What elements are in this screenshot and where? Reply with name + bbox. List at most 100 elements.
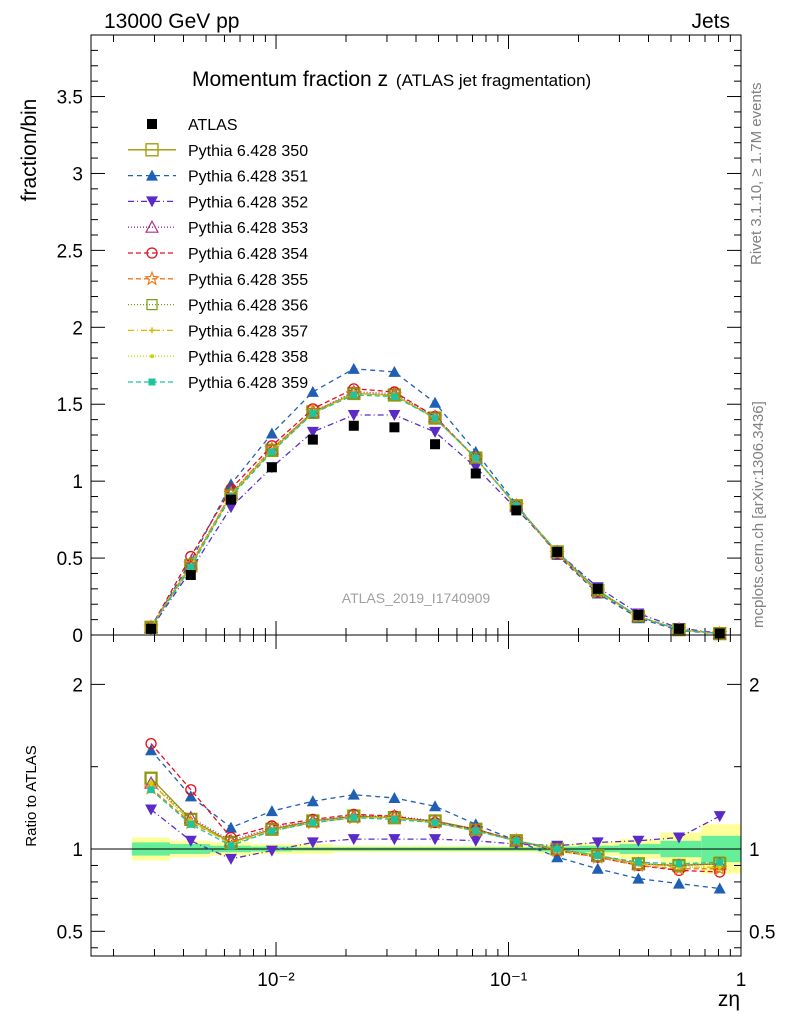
data-point [673,623,684,634]
data-point [306,385,319,397]
ratio-point [184,790,197,802]
ratio-point [591,837,604,849]
energy-label: 13000 GeV pp [104,10,239,33]
data-point [470,468,481,479]
data-point [225,494,236,505]
ratio-point [309,819,317,827]
x-tick-label: 10⁻² [257,970,295,991]
ratio-point [632,872,645,884]
data-point [633,610,644,620]
data-point [347,362,360,374]
data-point [307,434,318,445]
ratio-point [594,852,602,860]
legend-marker [150,354,154,359]
data-point [266,462,277,473]
legend-label: Pythia 6.428 352 [188,194,308,211]
main-axes: 0 0.5 1 1.5 2 2.5 3 3.5 [57,34,742,647]
data-point [390,393,398,401]
ratio-point [429,800,442,812]
ratio-point [268,827,276,835]
y-tick-label: 0.5 [57,922,83,943]
ratio-series-group [143,737,728,894]
legend-entry: Pythia 6.428 354 [128,246,308,263]
ratio-point [388,834,401,846]
legend-label: Pythia 6.428 353 [188,220,308,237]
data-point [265,443,279,458]
ratio-point [347,834,360,846]
legend-marker [146,169,158,181]
data-point [350,391,358,399]
data-point [347,410,360,421]
mcplots-label: mcplots.cern.ch [arXiv:1306.3436] [750,401,767,628]
ratio-point [472,827,480,835]
ratio-point [469,835,482,847]
data-point [429,412,441,424]
data-point [429,396,442,408]
ratio-point [224,853,237,865]
ratio-axes: 10⁻² 10⁻¹ 1 0.5 1 2 0.5 1 2 [57,634,775,991]
legend-entry: Pythia 6.428 357 [128,323,308,340]
watermark: ATLAS_2019_I1740909 [342,590,491,606]
main-title-sub: (ATLAS jet fragmentation) [396,71,591,90]
ratio-point [306,795,319,807]
data-point [306,426,319,438]
process-label: Jets [691,10,730,33]
y-tick-label: 2.5 [57,241,83,262]
y-tick-label: 1 [72,472,83,493]
y-tick-label-right: 1 [749,840,760,861]
ratio-point [388,791,401,803]
data-point [268,448,276,456]
main-title: Momentum fraction z (ATLAS jet fragmenta… [192,68,591,91]
ratio-point [551,843,563,855]
legend-label: Pythia 6.428 356 [188,298,308,315]
data-point [429,426,442,438]
ratio-point [553,845,561,853]
data-point [146,623,157,634]
y-tick-label: 3.5 [57,88,83,109]
ratio-point [713,811,726,823]
legend: ATLAS Pythia 6.428 350 Pythia 6.428 351 Pyt… [128,117,308,392]
ratio-point [591,862,604,874]
data-point [309,409,317,417]
rivet-label: Rivet 3.1.10, ≥ 1.7M events [748,83,765,266]
legend-entry: Pythia 6.428 359 [128,375,308,392]
data-point [224,502,237,514]
data-point [472,454,480,462]
y-tick-label: 2 [72,675,83,696]
y-tick-label: 0.5 [57,549,83,570]
ratio-point [224,821,237,833]
legend-entry: Pythia 6.428 350 [128,143,308,160]
data-point [307,407,319,420]
x-tick-label: 10⁻¹ [490,970,528,991]
ratio-point [306,837,319,849]
legend-label: Pythia 6.428 355 [188,272,308,289]
legend-entry: Pythia 6.428 352 [128,194,308,211]
ratio-line [150,749,720,890]
y-tick-label: 3 [72,164,83,185]
y-tick-label-right: 2 [749,675,760,696]
data-point [187,563,195,571]
data-point [469,462,482,474]
ratio-point [185,784,197,796]
y-tick-label: 1.5 [57,395,83,416]
data-point [185,570,196,580]
ratio-point [675,860,683,868]
legend-label: Pythia 6.428 350 [188,143,308,160]
legend-marker [148,378,156,386]
ratio-point [634,858,642,866]
ratio-point [632,835,645,847]
ratio-point [149,781,154,786]
legend-entry: Pythia 6.428 356 [128,298,308,315]
ratio-line [150,777,720,867]
ratio-point [551,851,564,863]
data-point [592,583,603,594]
ratio-point [145,737,157,750]
data-point [348,420,359,431]
legend-label: Pythia 6.428 358 [188,349,308,366]
legend-entry: Pythia 6.428 355 [128,270,308,289]
legend-marker [144,219,160,233]
data-point [511,505,522,516]
x-tick-label: 1 [736,970,747,991]
ratio-point [350,814,358,822]
